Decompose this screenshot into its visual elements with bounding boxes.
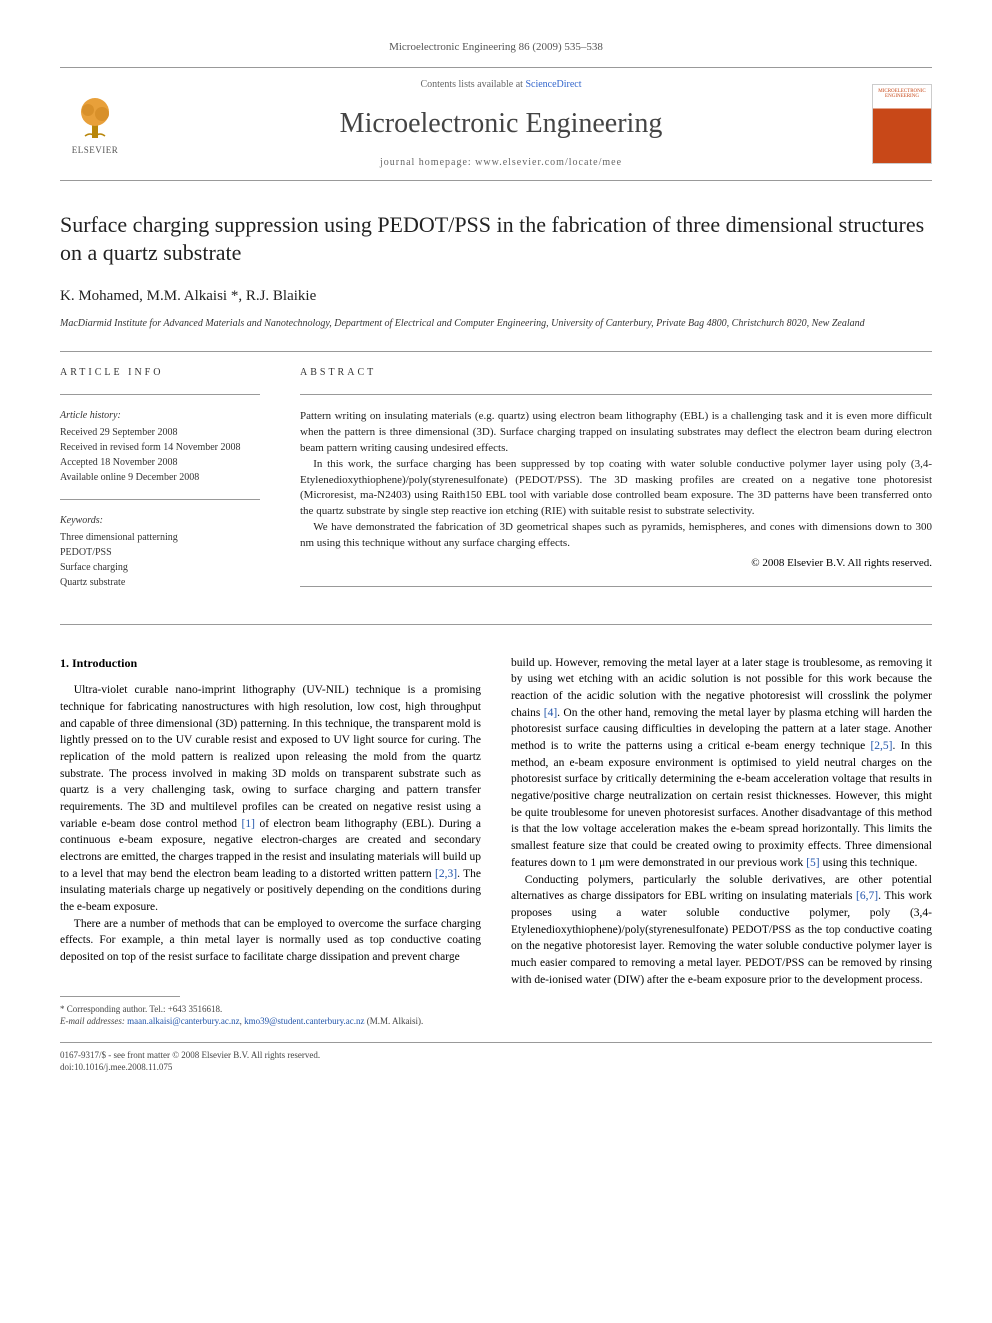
keywords-block: Keywords: Three dimensional patterning P… (60, 514, 260, 590)
body-paragraph: There are a number of methods that can b… (60, 916, 481, 966)
body-text: using this technique. (820, 857, 918, 869)
keyword: Surface charging (60, 560, 260, 575)
authors-line: K. Mohamed, M.M. Alkaisi *, R.J. Blaikie (60, 286, 932, 307)
ref-link[interactable]: [1] (242, 818, 255, 830)
affiliation: MacDiarmid Institute for Advanced Materi… (60, 317, 932, 331)
elsevier-logo: ELSEVIER (60, 89, 130, 159)
corr-author-line: * Corresponding author. Tel.: +643 35166… (60, 1003, 481, 1016)
keyword: PEDOT/PSS (60, 545, 260, 560)
email-link[interactable]: kmo39@student.canterbury.ac.nz (244, 1016, 364, 1026)
history-label: Article history: (60, 409, 260, 423)
divider (300, 394, 932, 395)
homepage-prefix: journal homepage: (380, 157, 475, 168)
corresponding-author-block: * Corresponding author. Tel.: +643 35166… (60, 996, 481, 1028)
email-link[interactable]: maan.alkaisi@canterbury.ac.nz (127, 1016, 239, 1026)
issn-line: 0167-9317/$ - see front matter © 2008 El… (60, 1049, 932, 1062)
article-info-left: ARTICLE INFO Article history: Received 2… (60, 366, 260, 604)
abstract-block: ABSTRACT Pattern writing on insulating m… (300, 366, 932, 604)
journal-header-bar: ELSEVIER Contents lists available at Sci… (60, 67, 932, 180)
body-col-right: build up. However, removing the metal la… (511, 655, 932, 1028)
email-line: E-mail addresses: maan.alkaisi@canterbur… (60, 1015, 481, 1028)
abstract-text: Pattern writing on insulating materials … (300, 409, 932, 552)
body-paragraph: Ultra-violet curable nano-imprint lithog… (60, 682, 481, 915)
ref-link[interactable]: [4] (544, 707, 557, 719)
divider (60, 394, 260, 395)
ref-link[interactable]: [6,7] (856, 890, 878, 902)
divider (60, 499, 260, 500)
email-label: E-mail addresses: (60, 1016, 127, 1026)
article-info-block: ARTICLE INFO Article history: Received 2… (60, 366, 932, 604)
contents-prefix: Contents lists available at (420, 79, 525, 90)
abstract-p3: We have demonstrated the fabrication of … (300, 520, 932, 552)
journal-center-block: Contents lists available at ScienceDirec… (130, 78, 872, 169)
citation-header: Microelectronic Engineering 86 (2009) 53… (60, 40, 932, 55)
homepage-url[interactable]: www.elsevier.com/locate/mee (475, 157, 622, 168)
ref-link[interactable]: [2,3] (435, 868, 457, 880)
section-heading-intro: 1. Introduction (60, 655, 481, 672)
ref-link[interactable]: [5] (806, 857, 819, 869)
abstract-p2: In this work, the surface charging has b… (300, 457, 932, 521)
keyword: Three dimensional patterning (60, 530, 260, 545)
divider (60, 351, 932, 352)
article-title: Surface charging suppression using PEDOT… (60, 211, 932, 268)
sciencedirect-link[interactable]: ScienceDirect (525, 79, 581, 90)
abstract-label: ABSTRACT (300, 366, 932, 380)
history-revised: Received in revised form 14 November 200… (60, 440, 260, 455)
article-info-label: ARTICLE INFO (60, 366, 260, 380)
abstract-p1: Pattern writing on insulating materials … (300, 409, 932, 457)
elsevier-tree-icon (70, 92, 120, 142)
body-text: . In this method, an e-beam exposure env… (511, 740, 932, 869)
contents-available-line: Contents lists available at ScienceDirec… (130, 78, 872, 92)
body-paragraph: Conducting polymers, particularly the so… (511, 872, 932, 989)
footer-divider (60, 996, 180, 997)
journal-title: Microelectronic Engineering (130, 104, 872, 143)
article-history-block: Article history: Received 29 September 2… (60, 409, 260, 485)
journal-cover-thumb: MICROELECTRONIC ENGINEERING (872, 84, 932, 164)
history-online: Available online 9 December 2008 (60, 470, 260, 485)
body-two-column: 1. Introduction Ultra-violet curable nan… (60, 655, 932, 1028)
history-accepted: Accepted 18 November 2008 (60, 455, 260, 470)
bottom-footer: 0167-9317/$ - see front matter © 2008 El… (60, 1042, 932, 1074)
journal-cover-text: MICROELECTRONIC ENGINEERING (875, 89, 929, 100)
email-author-name: (M.M. Alkaisi). (365, 1016, 424, 1026)
history-received: Received 29 September 2008 (60, 425, 260, 440)
keyword: Quartz substrate (60, 575, 260, 590)
copyright-line: © 2008 Elsevier B.V. All rights reserved… (300, 556, 932, 571)
elsevier-label: ELSEVIER (72, 144, 119, 157)
body-text: Ultra-violet curable nano-imprint lithog… (60, 684, 481, 829)
doi-line: doi:10.1016/j.mee.2008.11.075 (60, 1061, 932, 1074)
keywords-label: Keywords: (60, 514, 260, 528)
body-text: . On the other hand, removing the metal … (511, 707, 932, 752)
body-paragraph: build up. However, removing the metal la… (511, 655, 932, 872)
ref-link[interactable]: [2,5] (870, 740, 892, 752)
body-text: . This work proposes using a water solub… (511, 890, 932, 985)
divider (300, 586, 932, 587)
body-col-left: 1. Introduction Ultra-violet curable nan… (60, 655, 481, 1028)
journal-homepage-line: journal homepage: www.elsevier.com/locat… (130, 156, 872, 170)
divider (60, 624, 932, 625)
